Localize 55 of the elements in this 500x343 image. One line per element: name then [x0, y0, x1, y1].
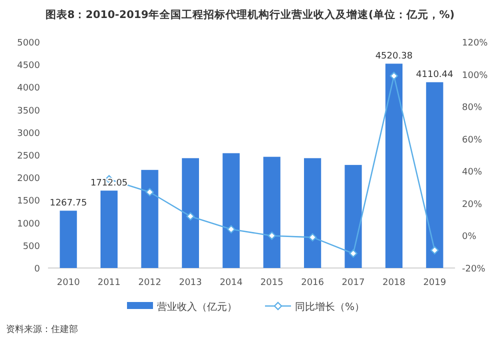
bar — [100, 190, 118, 268]
y2-tick-label: 20% — [462, 200, 482, 210]
bar — [182, 158, 199, 268]
bar — [222, 153, 240, 268]
y2-tick-label: 80% — [462, 103, 482, 114]
bar — [304, 158, 322, 268]
y-tick-label: 2000 — [17, 174, 40, 184]
x-tick-label: 2012 — [138, 278, 162, 288]
data-label: 4520.38 — [375, 52, 413, 62]
x-tick-label: 2010 — [56, 278, 80, 288]
y2-tick-label: 100% — [462, 70, 488, 81]
point — [430, 246, 439, 254]
legend-label: 营业收入（亿元） — [157, 301, 237, 313]
x-tick-label: 2011 — [98, 278, 121, 288]
bar — [141, 170, 158, 268]
y-tick-label: 3000 — [17, 128, 40, 139]
chart-title: 图表8：2010-2019年全国工程招标代理机构行业营业收入及增速(单位：亿元，%) — [45, 8, 455, 21]
x-tick-label: 2013 — [178, 278, 202, 288]
y-tick-label: 1500 — [17, 196, 40, 207]
y2-tick-label: 40% — [462, 168, 482, 178]
y-tick-label: 500 — [22, 242, 40, 252]
y-tick-label: 2500 — [17, 152, 40, 162]
x-tick-label: 2016 — [301, 278, 324, 288]
x-tick-label: 2019 — [423, 278, 446, 288]
point — [227, 225, 236, 234]
point — [186, 212, 195, 220]
point — [349, 249, 358, 258]
data-label: 1267.75 — [50, 198, 87, 209]
point — [390, 72, 398, 80]
x-tick-label: 2017 — [342, 278, 365, 288]
bar — [426, 82, 444, 268]
legend-label: 同比增长（%） — [295, 301, 365, 313]
y-tick-label: 0 — [34, 264, 40, 274]
data-label: 1712.05 — [90, 178, 128, 189]
text: 资料来源：住建部 — [6, 324, 78, 335]
x-tick-label: 2014 — [220, 278, 243, 288]
point — [308, 233, 317, 242]
point — [146, 188, 154, 196]
y-tick-label: 5000 — [17, 38, 40, 48]
bar — [344, 164, 362, 268]
x-tick-label: 2015 — [260, 278, 284, 288]
y-tick-label: 1000 — [17, 219, 40, 230]
bar — [60, 210, 77, 268]
y-tick-label: 4000 — [17, 84, 40, 94]
y2-tick-label: 60% — [462, 135, 482, 146]
x-tick-label: 2018 — [382, 278, 406, 288]
y2-tick-label: 120% — [462, 38, 488, 48]
y2-tick-label: -20% — [462, 264, 486, 274]
bar — [263, 156, 280, 268]
bar — [385, 64, 402, 268]
point — [268, 232, 276, 240]
y-tick-label: 3500 — [17, 106, 40, 116]
y2-tick-label: 0% — [462, 232, 477, 242]
y-tick-label: 4500 — [17, 61, 40, 72]
data-label: 4110.44 — [416, 70, 454, 80]
